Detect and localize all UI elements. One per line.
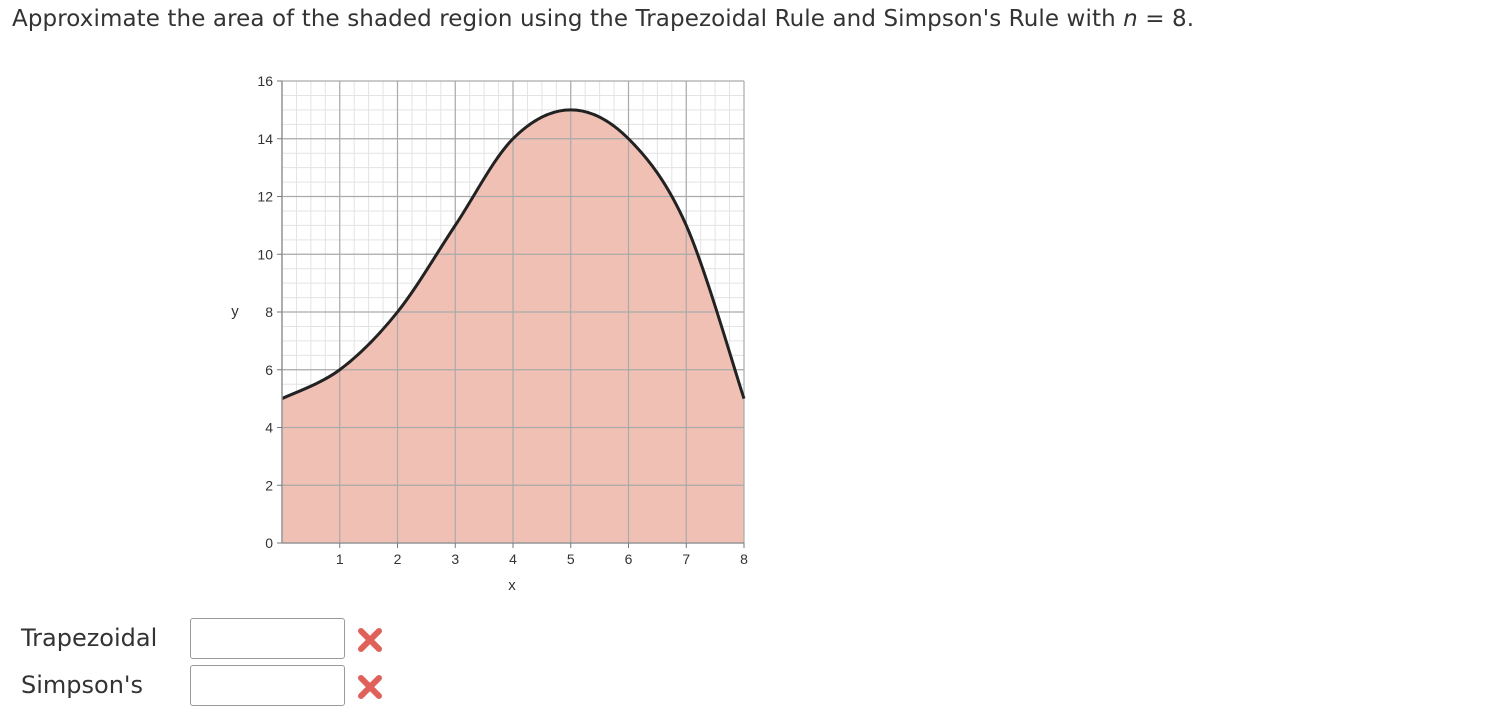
y-tick-group: 0 2 4 6 8 10 12 14 16: [257, 73, 282, 551]
function-curve: [281, 108, 746, 400]
y-tick-label: 8: [265, 304, 273, 320]
question-variable: n: [1123, 6, 1138, 32]
x-tick-label: 7: [682, 551, 690, 567]
incorrect-icon: [358, 675, 382, 699]
y-tick-label: 16: [257, 73, 273, 89]
x-tick-label: 6: [625, 551, 633, 567]
x-axis-label: x: [508, 577, 516, 594]
y-tick-label: 6: [265, 362, 273, 378]
question-prefix: Approximate the area of the shaded regio…: [12, 6, 1124, 32]
question-text: Approximate the area of the shaded regio…: [12, 6, 1194, 32]
simpsons-answer-row: Simpson's: [0, 665, 420, 709]
y-tick-label: 4: [265, 420, 273, 436]
trapezoidal-label: Trapezoidal: [21, 624, 158, 652]
question-suffix: = 8.: [1137, 6, 1195, 32]
y-tick-label: 14: [257, 131, 273, 147]
y-tick-label: 12: [257, 189, 273, 205]
x-tick-label: 1: [336, 551, 344, 567]
x-tick-label: 3: [451, 551, 459, 567]
major-gridlines: [281, 80, 745, 544]
y-tick-label: 10: [257, 246, 273, 262]
y-tick-label: 2: [265, 477, 273, 493]
incorrect-icon: [358, 628, 382, 652]
x-tick-group: 1 2 3 4 5 6 7 8: [336, 543, 748, 567]
x-tick-label: 5: [567, 551, 575, 567]
trapezoidal-input[interactable]: [190, 618, 345, 659]
simpsons-label: Simpson's: [21, 671, 144, 699]
trapezoidal-answer-row: Trapezoidal: [0, 618, 420, 662]
y-tick-label: 0: [265, 535, 273, 551]
x-tick-label: 8: [740, 551, 748, 567]
y-axis-label: y: [231, 303, 239, 320]
simpsons-input[interactable]: [190, 665, 345, 706]
x-tick-label: 4: [509, 551, 517, 567]
x-tick-label: 2: [394, 551, 402, 567]
